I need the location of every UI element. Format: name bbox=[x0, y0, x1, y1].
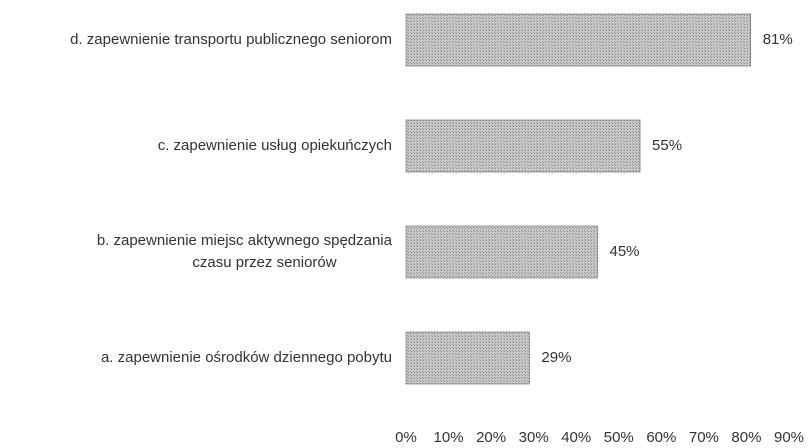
bar bbox=[405, 225, 598, 279]
bar bbox=[405, 331, 530, 385]
x-tick-label: 10% bbox=[434, 429, 464, 446]
x-tick-label: 50% bbox=[604, 429, 634, 446]
value-label: 29% bbox=[541, 349, 571, 366]
x-tick-label: 60% bbox=[646, 429, 676, 446]
category-label: d. zapewnienie transportu publicznego se… bbox=[70, 31, 392, 48]
category-label: a. zapewnienie ośrodków dziennego pobytu bbox=[101, 349, 392, 366]
value-label: 81% bbox=[763, 31, 793, 48]
x-tick-label: 40% bbox=[561, 429, 591, 446]
category-label: c. zapewnienie usług opiekuńczych bbox=[158, 137, 392, 154]
bar bbox=[405, 119, 641, 173]
x-tick-label: 70% bbox=[689, 429, 719, 446]
bar bbox=[405, 13, 752, 67]
category-label: b. zapewnienie miejsc aktywnego spędzani… bbox=[97, 232, 393, 271]
value-label: 55% bbox=[652, 137, 682, 154]
x-tick-label: 0% bbox=[395, 429, 417, 446]
x-tick-label: 30% bbox=[519, 429, 549, 446]
x-tick-label: 80% bbox=[731, 429, 761, 446]
x-tick-label: 90% bbox=[774, 429, 804, 446]
value-label: 45% bbox=[610, 243, 640, 260]
x-tick-label: 20% bbox=[476, 429, 506, 446]
